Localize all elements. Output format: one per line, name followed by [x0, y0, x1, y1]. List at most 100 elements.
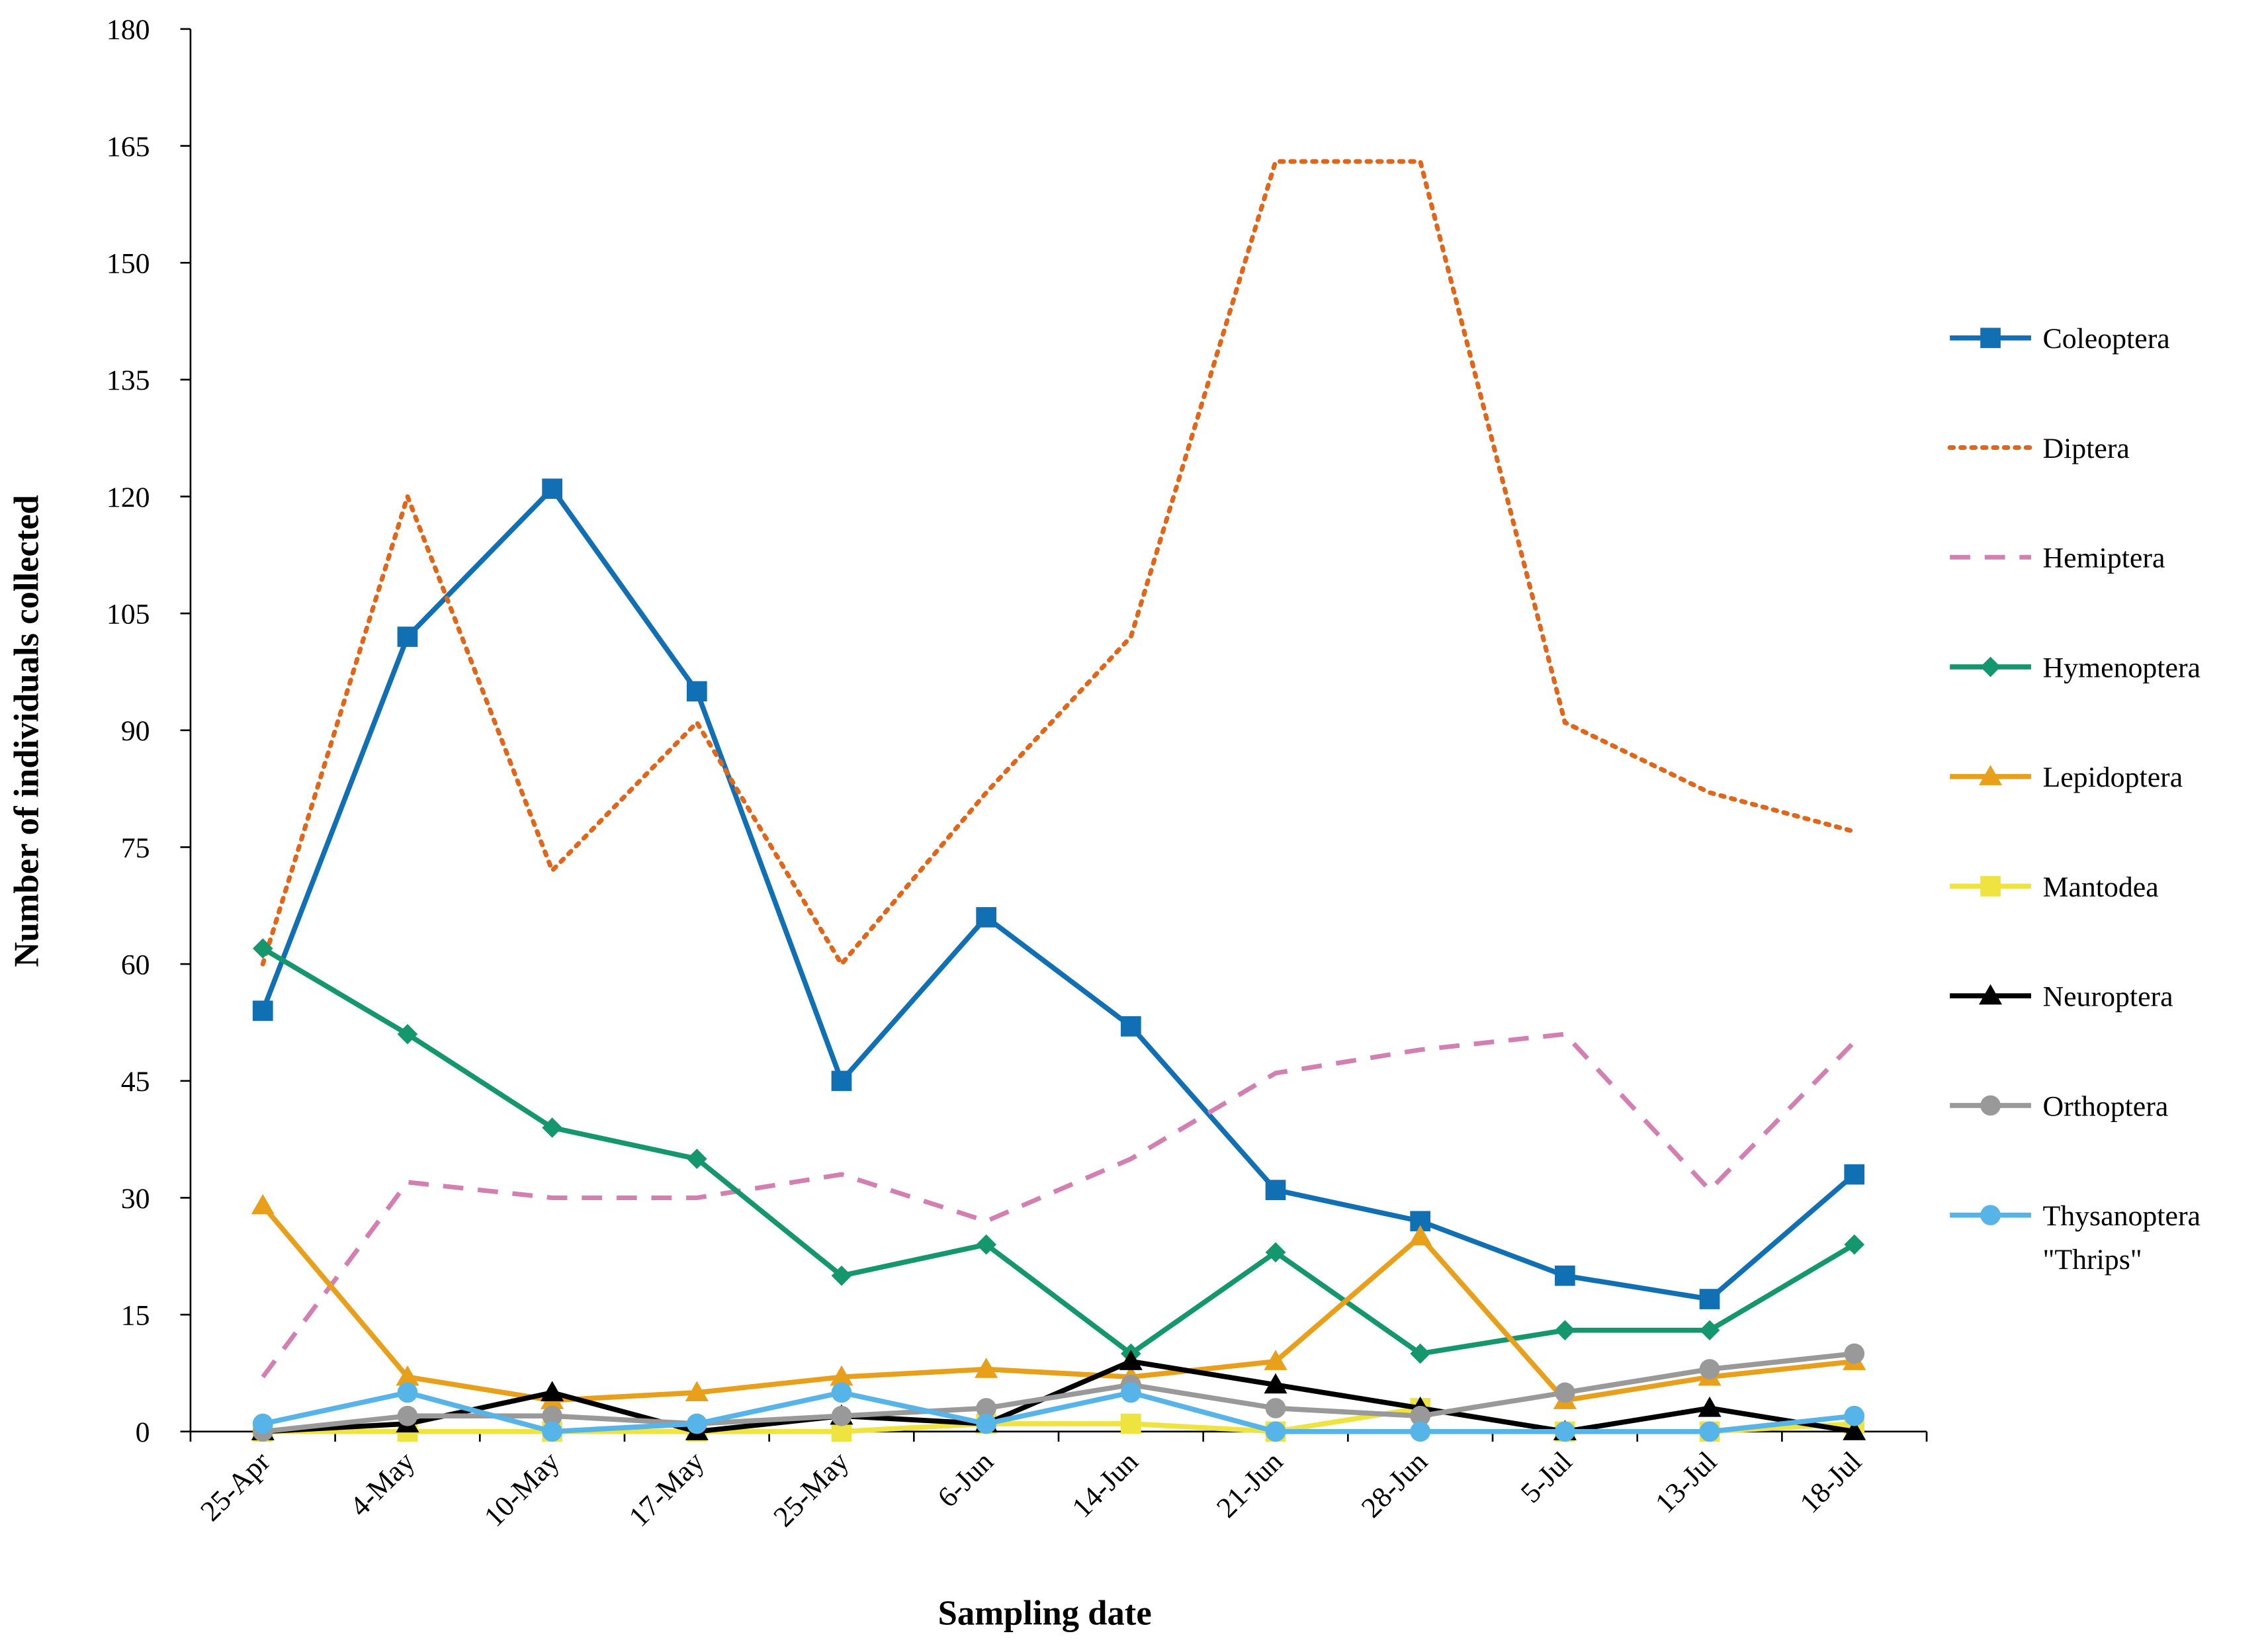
- legend-marker: [1978, 984, 2003, 1005]
- y-tick-label: 60: [121, 949, 150, 980]
- marker: [1555, 1265, 1575, 1286]
- marker: [976, 907, 997, 928]
- legend-marker: [1980, 327, 2001, 349]
- marker: [541, 1381, 564, 1402]
- y-tick-label: 15: [121, 1299, 150, 1331]
- marker: [1265, 1180, 1286, 1201]
- x-tick-label: 25-May: [767, 1446, 855, 1533]
- legend-label: Neuroptera: [2042, 981, 2173, 1013]
- legend-label: Orthoptera: [2042, 1090, 2168, 1122]
- marker: [686, 1413, 707, 1434]
- marker: [831, 1382, 852, 1403]
- marker: [1699, 1289, 1720, 1309]
- marker: [542, 478, 562, 500]
- marker: [1120, 1016, 1141, 1037]
- marker: [1264, 1373, 1287, 1394]
- x-tick-label: 4-May: [344, 1446, 421, 1523]
- marker: [1699, 1421, 1720, 1442]
- x-tick-label: 17-May: [623, 1446, 710, 1533]
- y-tick-label: 75: [121, 832, 150, 864]
- legend-label: Hymenoptera: [2042, 652, 2201, 683]
- legend-marker: [1978, 765, 2003, 785]
- marker: [1410, 1421, 1431, 1442]
- marker: [1265, 1421, 1286, 1442]
- y-tick-label: 150: [107, 248, 150, 280]
- series: [252, 1382, 1865, 1442]
- marker: [1555, 1382, 1575, 1403]
- marker: [251, 1194, 275, 1215]
- marker: [397, 1405, 418, 1426]
- x-tick-label: 28-Jun: [1356, 1446, 1434, 1524]
- series: [261, 1031, 1856, 1379]
- series: [252, 938, 1865, 1364]
- y-tick-label: 45: [121, 1066, 150, 1098]
- marker: [252, 1413, 273, 1434]
- legend-label: Coleoptera: [2042, 323, 2169, 355]
- marker: [1844, 1405, 1865, 1426]
- series: [260, 159, 1857, 969]
- marker: [1844, 1164, 1865, 1185]
- marker: [831, 1405, 852, 1426]
- legend-marker: [1980, 1205, 2001, 1226]
- legend-label: Hemiptera: [2042, 543, 2165, 574]
- legend-marker: [1980, 1095, 2001, 1116]
- y-tick-label: 135: [107, 365, 150, 396]
- series: [252, 478, 1865, 1309]
- legend-label: Mantodea: [2042, 871, 2158, 903]
- legend-marker: [1980, 876, 2001, 896]
- x-tick-label: 5-Jul: [1515, 1446, 1579, 1509]
- marker: [685, 1381, 709, 1402]
- x-tick-label: 21-Jun: [1211, 1446, 1289, 1524]
- legend-label: Lepidoptera: [2042, 761, 2183, 793]
- y-tick-label: 30: [121, 1183, 150, 1215]
- marker: [1555, 1421, 1575, 1442]
- x-tick-label: 14-Jun: [1066, 1446, 1144, 1524]
- x-tick-label: 25-Apr: [195, 1446, 277, 1528]
- x-tick-label: 18-Jul: [1794, 1446, 1868, 1519]
- marker: [396, 1365, 419, 1386]
- y-tick-label: 180: [107, 14, 150, 46]
- series-line: [261, 946, 1856, 1357]
- y-axis-title: Number of individuals collected: [8, 495, 46, 967]
- marker: [830, 1365, 853, 1386]
- marker: [976, 1413, 997, 1434]
- marker: [1410, 1405, 1431, 1426]
- y-tick-label: 90: [121, 715, 150, 747]
- series-line: [260, 484, 1856, 1302]
- marker: [976, 1234, 997, 1255]
- legend-marker: [1980, 656, 2001, 677]
- y-tick-label: 120: [107, 482, 150, 513]
- series-line: [262, 1351, 1855, 1434]
- marker: [831, 1265, 852, 1286]
- marker: [1265, 1398, 1286, 1418]
- marker: [397, 1382, 418, 1403]
- marker: [1119, 1350, 1143, 1370]
- y-tick-label: 105: [107, 598, 150, 630]
- marker: [1699, 1320, 1720, 1341]
- marker: [1120, 1413, 1141, 1434]
- x-tick-label: 6-Jun: [932, 1446, 1000, 1514]
- x-axis-title: Sampling date: [938, 1594, 1152, 1632]
- marker: [1409, 1225, 1432, 1246]
- x-tick-label: 13-Jul: [1649, 1446, 1723, 1519]
- series-line: [260, 159, 1857, 969]
- marker: [1555, 1320, 1575, 1341]
- marker: [1844, 1343, 1865, 1364]
- series-line: [263, 1358, 1855, 1434]
- marker: [252, 938, 273, 959]
- marker: [831, 1070, 852, 1092]
- marker: [252, 1000, 273, 1022]
- marker: [397, 627, 418, 647]
- marker: [1698, 1396, 1722, 1417]
- marker: [542, 1405, 562, 1426]
- marker: [686, 1149, 707, 1169]
- marker: [542, 1421, 562, 1442]
- marker: [686, 681, 707, 702]
- legend-label: Diptera: [2042, 433, 2129, 464]
- y-tick-label: 0: [136, 1416, 150, 1448]
- legend-label: Thysanoptera "Thrips": [2042, 1200, 2201, 1276]
- marker: [1264, 1350, 1287, 1370]
- marker: [1120, 1382, 1141, 1403]
- x-tick-label: 10-May: [478, 1446, 566, 1533]
